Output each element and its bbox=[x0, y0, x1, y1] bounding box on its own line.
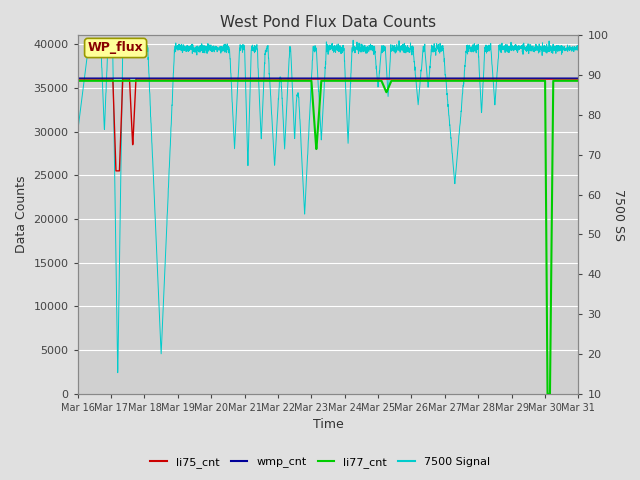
Y-axis label: 7500 SS: 7500 SS bbox=[612, 189, 625, 240]
X-axis label: Time: Time bbox=[312, 419, 344, 432]
Legend: li75_cnt, wmp_cnt, li77_cnt, 7500 Signal: li75_cnt, wmp_cnt, li77_cnt, 7500 Signal bbox=[146, 452, 494, 472]
Text: WP_flux: WP_flux bbox=[88, 41, 143, 54]
Y-axis label: Data Counts: Data Counts bbox=[15, 176, 28, 253]
Title: West Pond Flux Data Counts: West Pond Flux Data Counts bbox=[220, 15, 436, 30]
